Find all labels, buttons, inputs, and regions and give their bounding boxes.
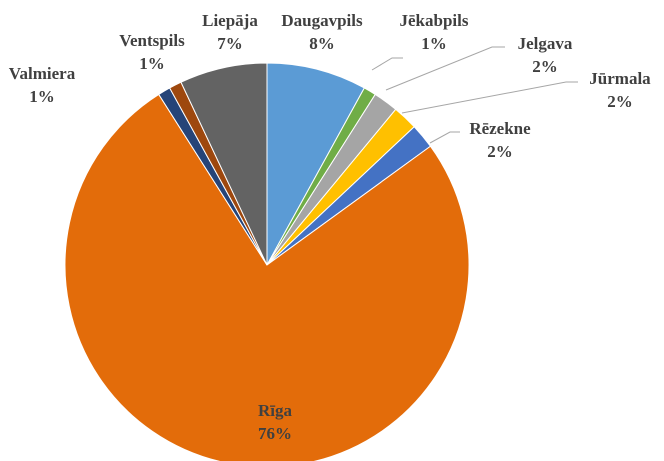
- pie-slice: [266, 62, 365, 266]
- slice-value-label: 1%: [421, 34, 447, 53]
- slice-value-label: 2%: [532, 57, 558, 76]
- slice-label: Ventspils: [119, 31, 185, 50]
- slice-value-label: 1%: [29, 87, 55, 106]
- slice-value-label: 1%: [139, 54, 165, 73]
- slice-label: Daugavpils: [281, 11, 363, 30]
- slice-label: Valmiera: [9, 64, 76, 83]
- slice-value-label: 8%: [309, 34, 335, 53]
- slice-value-label: 76%: [258, 424, 292, 443]
- leader-line: [371, 57, 403, 71]
- slice-label: Liepāja: [202, 11, 258, 30]
- slice-label: Jelgava: [518, 34, 573, 53]
- slice-value-label: 2%: [607, 92, 633, 111]
- slice-label: Rēzekne: [469, 119, 531, 138]
- slice-label: Rīga: [258, 401, 293, 420]
- slice-label: Jūrmala: [589, 69, 651, 88]
- pie-slice: [64, 93, 470, 461]
- slice-label: Jēkabpils: [400, 11, 469, 30]
- slice-value-label: 7%: [217, 34, 243, 53]
- leader-line: [429, 131, 460, 144]
- leader-line: [385, 46, 505, 91]
- leader-line: [401, 81, 578, 114]
- slice-value-label: 2%: [487, 142, 513, 161]
- pie-slice: [180, 62, 268, 266]
